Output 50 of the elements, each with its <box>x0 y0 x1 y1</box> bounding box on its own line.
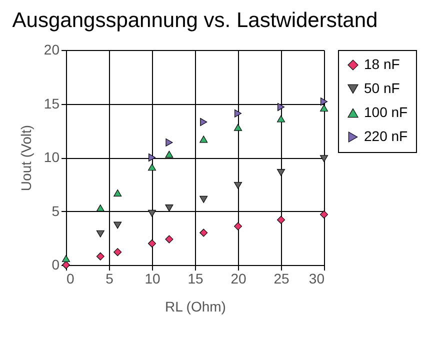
point <box>200 228 208 237</box>
point <box>234 222 242 230</box>
point <box>114 189 122 196</box>
point <box>114 248 122 256</box>
point <box>320 104 328 112</box>
x-tick-label: 15 <box>188 270 204 286</box>
x-tick-label: 0 <box>66 270 74 286</box>
point <box>148 210 156 217</box>
point <box>320 98 328 106</box>
x-tick-label: 30 <box>308 270 325 286</box>
point <box>276 115 286 122</box>
point <box>114 222 122 229</box>
point <box>96 252 104 260</box>
legend-label: 18 nF <box>364 56 400 72</box>
y-tick-label: 0 <box>52 256 60 272</box>
legend-label: 100 nF <box>364 104 408 120</box>
y-tick-label: 10 <box>44 149 60 165</box>
point <box>165 235 174 244</box>
point <box>165 150 174 158</box>
legend-label: 50 nF <box>364 80 400 96</box>
y-axis-title: Uout (Volt) <box>18 124 34 192</box>
point <box>234 109 242 118</box>
point <box>96 204 104 212</box>
x-tick-label: 20 <box>230 270 246 286</box>
point <box>276 216 286 224</box>
chart-title: Ausgangsspannung vs. Lastwiderstand <box>12 9 378 32</box>
point <box>200 118 208 126</box>
point <box>148 239 156 248</box>
point <box>165 204 174 212</box>
point <box>200 196 208 203</box>
point <box>277 102 285 111</box>
point <box>62 255 70 262</box>
x-tick-label: 5 <box>106 270 114 286</box>
point <box>166 138 173 146</box>
point <box>148 164 156 171</box>
y-tick-label: 20 <box>44 42 60 58</box>
point <box>148 153 156 162</box>
y-tick-label: 5 <box>52 202 60 219</box>
x-tick-label: 10 <box>144 270 160 286</box>
x-tick-label: 25 <box>274 270 290 286</box>
legend-label: 220 nF <box>364 128 408 144</box>
point <box>96 230 104 238</box>
point <box>234 182 242 189</box>
point <box>320 210 328 218</box>
y-tick-label: 15 <box>44 95 60 112</box>
point <box>320 155 328 162</box>
x-axis-title: RL (Ohm) <box>165 298 226 314</box>
point <box>276 169 286 176</box>
point <box>234 124 242 131</box>
point <box>200 136 208 143</box>
